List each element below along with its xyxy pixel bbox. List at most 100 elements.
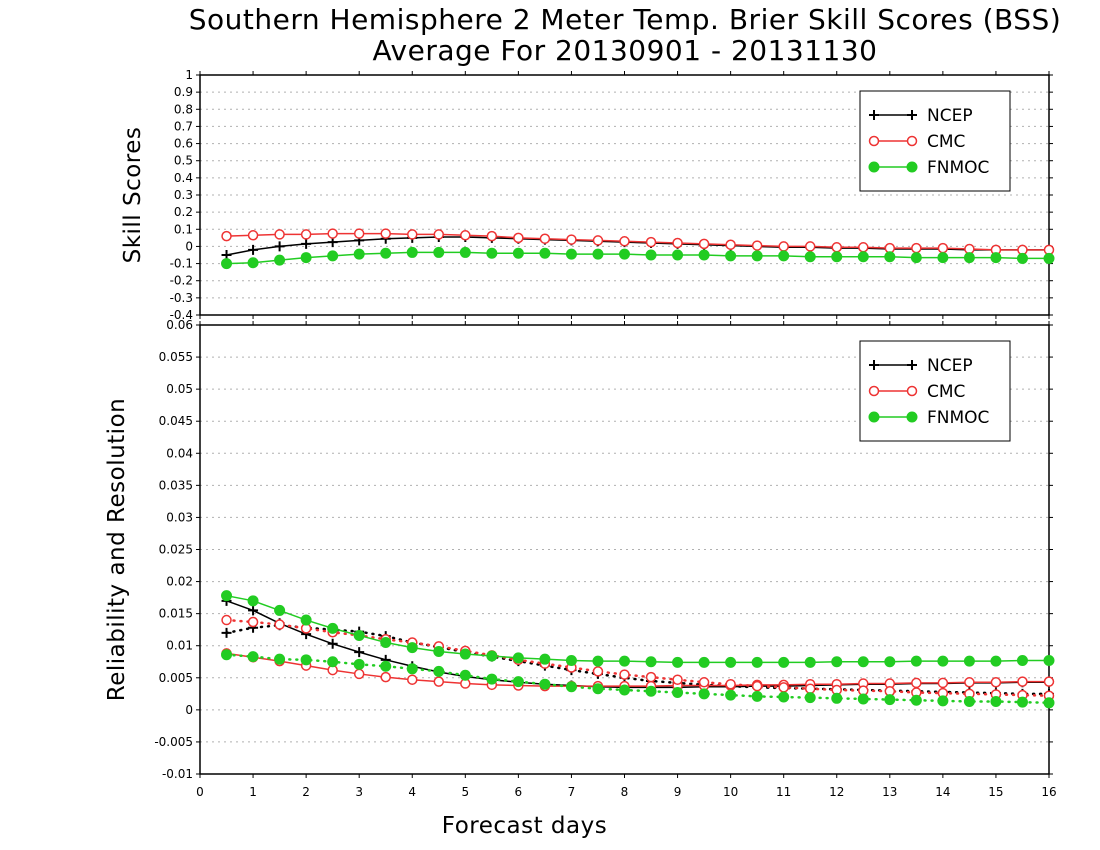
data-point-fnmoc (592, 655, 604, 667)
series-cmc (221, 228, 1055, 256)
bottom-y-tick-label: 0 (185, 703, 193, 717)
bottom-y-tick-label: 0.015 (159, 607, 193, 621)
data-point-fnmoc (353, 658, 365, 670)
x-tick-label: 10 (723, 785, 738, 799)
data-point-fnmoc (751, 250, 763, 262)
x-tick-label: 4 (408, 785, 416, 799)
data-point-fnmoc (937, 695, 949, 707)
data-point-cmc (937, 677, 949, 689)
data-point-fnmoc (857, 693, 869, 705)
bottom-y-tick-label: 0.04 (166, 446, 193, 460)
data-point-cmc (221, 614, 232, 626)
chart-title-block: Southern Hemisphere 2 Meter Temp. Brier … (0, 4, 1100, 66)
data-point-fnmoc (459, 669, 471, 681)
data-point-cmc (380, 228, 391, 239)
bottom-y-tick-label: 0.03 (166, 510, 193, 524)
series-line-cmc (225, 618, 1051, 697)
data-point-cmc (619, 236, 630, 247)
data-point-cmc (566, 234, 577, 245)
legend-label-ncep: NCEP (927, 356, 973, 376)
legend-marker-ncep (869, 110, 879, 120)
data-point-fnmoc (565, 248, 577, 260)
data-point-fnmoc (698, 249, 710, 261)
data-point-fnmoc (433, 645, 445, 657)
bottom-legend: NCEP CMC FNMOC (859, 340, 1011, 442)
bottom-y-tick-label: 0.055 (159, 350, 193, 364)
data-point-fnmoc (672, 656, 684, 668)
data-point-ncep (327, 638, 338, 649)
data-point-cmc (751, 680, 763, 692)
top-legend: NCEP CMC FNMOC (859, 90, 1011, 192)
data-point-ncep (248, 244, 259, 255)
data-point-cmc (1043, 676, 1055, 687)
data-point-fnmoc (406, 642, 418, 654)
data-point-fnmoc (247, 595, 259, 607)
legend-label-fnmoc: FNMOC (927, 408, 989, 428)
series-fnmoc (221, 590, 1055, 668)
data-point-fnmoc (831, 251, 843, 263)
bottom-y-tick-label: -0.005 (154, 735, 193, 749)
data-point-fnmoc (353, 248, 365, 260)
bottom-panel: -0.01 -0.005 0 0.005 0.01 0.015 0.02 0.025 0.03 0… (104, 318, 1057, 839)
data-point-cmc (672, 237, 683, 249)
legend-marker-ncep (907, 110, 917, 120)
data-point-fnmoc (1016, 696, 1028, 708)
bottom-plot-frame (199, 324, 1050, 775)
data-point-fnmoc (990, 696, 1002, 708)
x-tick-label: 0 (196, 785, 204, 799)
legend-marker-ncep (869, 360, 879, 370)
data-point-fnmoc (433, 246, 445, 258)
data-point-cmc (592, 235, 604, 246)
data-point-fnmoc (221, 590, 233, 602)
legend-label-cmc: CMC (927, 132, 965, 152)
legend-marker-cmc (906, 135, 918, 147)
data-point-fnmoc (1043, 654, 1055, 666)
data-point-fnmoc (247, 257, 259, 269)
top-y-tick-label: 0 (185, 239, 193, 253)
x-tick-label: 15 (988, 785, 1003, 799)
data-point-fnmoc (486, 673, 498, 685)
legend-marker-cmc (868, 135, 880, 147)
data-point-fnmoc (857, 251, 869, 263)
data-point-fnmoc (645, 249, 657, 261)
data-point-cmc (460, 230, 471, 241)
data-point-cmc (274, 229, 285, 240)
data-point-cmc (221, 230, 232, 242)
data-point-cmc (486, 230, 498, 242)
data-point-cmc (513, 232, 524, 244)
x-tick-label: 1 (249, 785, 257, 799)
x-tick-label: 5 (461, 785, 469, 799)
data-point-fnmoc (539, 678, 551, 690)
data-point-fnmoc (725, 250, 737, 262)
series-line-ncep (226, 600, 1049, 689)
top-y-axis-title: Skill Scores (120, 127, 146, 264)
data-point-ncep (354, 647, 365, 658)
data-point-fnmoc (725, 689, 737, 701)
top-y-tick-label: -0.4 (170, 308, 193, 322)
bottom-y-tick-label: 0.01 (166, 639, 193, 653)
top-y-tick-label: 0.8 (174, 102, 193, 116)
data-point-cmc (778, 241, 789, 252)
top-y-tick-label: 0.1 (174, 222, 193, 236)
series-fnmoc (221, 246, 1055, 270)
data-point-fnmoc (937, 655, 949, 667)
data-point-fnmoc (831, 656, 843, 668)
data-point-fnmoc (963, 252, 975, 264)
legend-item-cmc: CMC (868, 132, 965, 152)
data-point-cmc (300, 229, 312, 240)
data-point-cmc (380, 671, 391, 683)
data-point-fnmoc (698, 656, 710, 668)
data-point-fnmoc (380, 247, 392, 259)
x-tick-label: 9 (674, 785, 682, 799)
data-point-fnmoc (300, 614, 312, 626)
data-point-fnmoc (884, 694, 896, 706)
data-point-cmc (751, 240, 763, 251)
data-point-fnmoc (963, 696, 975, 708)
legend-label-ncep: NCEP (927, 106, 973, 126)
top-y-tick-label: 0.5 (174, 154, 193, 168)
data-point-cmc (645, 236, 657, 248)
top-y-tick-label: 0.9 (174, 85, 193, 99)
data-point-fnmoc (565, 654, 577, 666)
chart-title: Southern Hemisphere 2 Meter Temp. Brier … (188, 3, 1062, 36)
